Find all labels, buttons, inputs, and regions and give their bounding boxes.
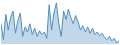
plot-area — [1, 3, 119, 44]
area-fill — [1, 3, 119, 44]
chart — [0, 0, 120, 45]
line — [1, 3, 119, 43]
